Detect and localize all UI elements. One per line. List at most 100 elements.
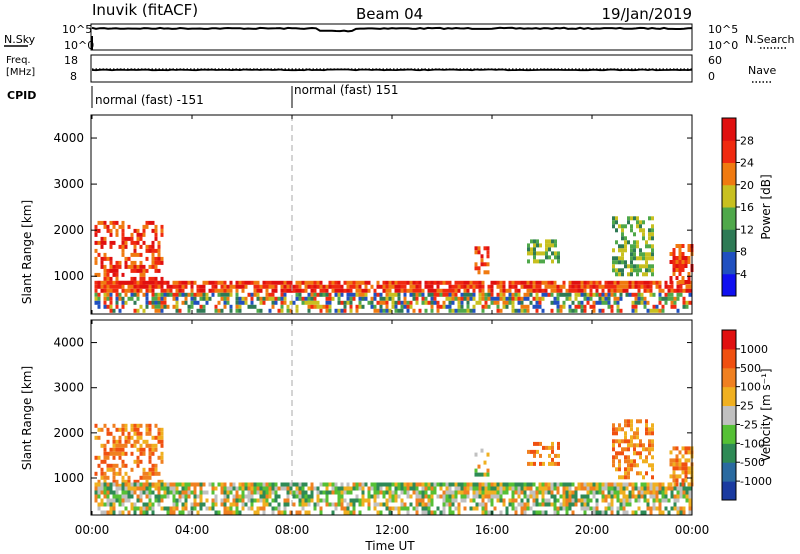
heatmap-cell bbox=[645, 272, 648, 277]
heatmap-cell bbox=[178, 284, 182, 289]
heatmap-cell bbox=[466, 292, 470, 297]
heatmap-cell bbox=[295, 304, 299, 309]
heatmap-cell bbox=[256, 498, 260, 503]
heatmap-cell bbox=[400, 288, 404, 293]
heatmap-cell bbox=[295, 296, 299, 301]
heatmap-cell bbox=[442, 280, 446, 285]
heatmap-cell bbox=[121, 288, 125, 293]
heatmap-cell bbox=[358, 486, 362, 491]
heatmap-cell bbox=[514, 280, 518, 285]
heatmap-cell bbox=[624, 264, 627, 269]
heatmap-cell bbox=[145, 479, 149, 484]
heatmap-cell bbox=[610, 506, 614, 511]
heatmap-cell bbox=[592, 506, 596, 511]
heatmap-cell bbox=[583, 308, 587, 313]
heatmap-cell bbox=[262, 510, 266, 515]
heatmap-cell bbox=[424, 494, 428, 499]
heatmap-cell bbox=[687, 256, 691, 260]
heatmap-cell bbox=[613, 292, 617, 297]
heatmap-cell bbox=[613, 486, 617, 491]
heatmap-cell bbox=[562, 498, 566, 503]
heatmap-cell bbox=[175, 502, 179, 507]
heatmap-cell bbox=[667, 288, 671, 293]
heatmap-cell bbox=[160, 300, 164, 305]
heatmap-cell bbox=[523, 490, 527, 495]
heatmap-cell bbox=[136, 288, 140, 293]
heatmap-cell bbox=[190, 482, 194, 487]
heatmap-cell bbox=[145, 296, 149, 301]
heatmap-cell bbox=[262, 296, 266, 301]
heatmap-cell bbox=[678, 264, 682, 268]
heatmap-cell bbox=[148, 427, 152, 432]
heatmap-cell bbox=[675, 478, 679, 483]
heatmap-cell bbox=[118, 447, 122, 452]
heatmap-cell bbox=[684, 478, 688, 483]
heatmap-cell bbox=[542, 445, 545, 450]
heatmap-cell bbox=[250, 502, 254, 507]
heatmap-cell bbox=[334, 486, 338, 491]
heatmap-cell bbox=[658, 510, 662, 515]
heatmap-cell bbox=[586, 498, 590, 503]
heatmap-cell bbox=[103, 268, 107, 273]
heatmap-cell bbox=[678, 462, 682, 467]
heatmap-cell bbox=[304, 498, 308, 503]
heatmap-cell bbox=[382, 284, 386, 289]
heatmap-cell bbox=[133, 292, 137, 297]
heatmap-cell bbox=[612, 224, 615, 229]
heatmap-cell bbox=[157, 304, 161, 309]
heatmap-cell bbox=[250, 498, 254, 503]
heatmap-cell bbox=[640, 494, 644, 499]
heatmap-cell bbox=[283, 510, 287, 515]
heatmap-cell bbox=[685, 288, 689, 293]
heatmap-cell bbox=[376, 502, 380, 507]
heatmap-cell bbox=[678, 260, 682, 264]
heatmap-cell bbox=[268, 280, 272, 285]
heatmap-cell bbox=[106, 467, 110, 472]
heatmap-cell bbox=[595, 510, 599, 515]
heatmap-cell bbox=[649, 506, 653, 511]
heatmap-cell bbox=[328, 308, 332, 313]
heatmap-cell bbox=[355, 288, 359, 293]
heatmap-cell bbox=[130, 502, 134, 507]
heatmap-cell bbox=[292, 482, 296, 487]
heatmap-cell bbox=[612, 443, 615, 448]
heatmap-cell bbox=[367, 506, 371, 511]
heatmap-cell bbox=[618, 463, 621, 468]
heatmap-cell bbox=[484, 486, 488, 491]
heatmap-cell bbox=[346, 280, 350, 285]
heatmap-cell bbox=[484, 300, 488, 305]
heatmap-cell bbox=[256, 490, 260, 495]
heatmap-cell bbox=[235, 502, 239, 507]
heatmap-cell bbox=[511, 506, 515, 511]
colorbar-swatch bbox=[722, 140, 736, 163]
heatmap-cell bbox=[139, 423, 143, 428]
heatmap-cell bbox=[337, 498, 341, 503]
heatmap-cell bbox=[624, 455, 627, 460]
heatmap-cell bbox=[412, 506, 416, 511]
heatmap-cell bbox=[97, 284, 101, 289]
heatmap-cell bbox=[645, 459, 648, 464]
heatmap-cell bbox=[436, 288, 440, 293]
heatmap-cell bbox=[463, 292, 467, 297]
heatmap-cell bbox=[286, 284, 290, 289]
heatmap-cell bbox=[661, 308, 665, 313]
heatmap-cell bbox=[640, 486, 644, 491]
heatmap-cell bbox=[247, 292, 251, 297]
heatmap-cell bbox=[645, 455, 648, 460]
heatmap-cell bbox=[139, 510, 143, 515]
heatmap-cell bbox=[130, 427, 134, 432]
heatmap-cell bbox=[652, 506, 656, 511]
heatmap-cell bbox=[533, 441, 536, 446]
heatmap-cell bbox=[97, 482, 101, 487]
heatmap-cell bbox=[424, 482, 428, 487]
heatmap-cell bbox=[445, 502, 449, 507]
heatmap-cell bbox=[379, 490, 383, 495]
heatmap-cell bbox=[235, 288, 239, 293]
heatmap-cell bbox=[229, 510, 233, 515]
heatmap-cell bbox=[466, 308, 470, 313]
ytick-label: 3000 bbox=[53, 177, 84, 191]
heatmap-cell bbox=[103, 490, 107, 495]
heatmap-cell bbox=[639, 248, 642, 253]
heatmap-cell bbox=[241, 498, 245, 503]
heatmap-cell bbox=[283, 292, 287, 297]
